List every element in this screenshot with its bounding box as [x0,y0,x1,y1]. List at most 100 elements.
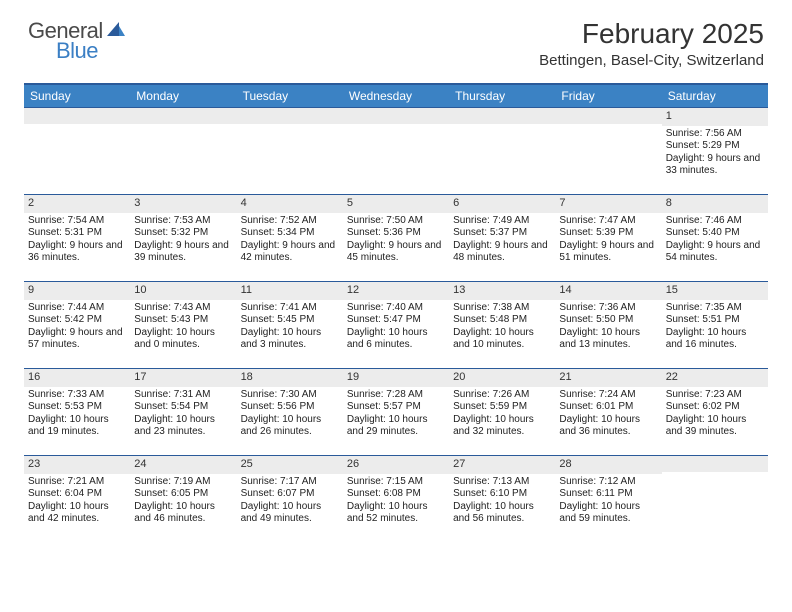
sunset-text: Sunset: 5:54 PM [134,401,232,414]
logo: General Blue [28,18,125,64]
day-cell [555,108,661,194]
day-body: Sunrise: 7:19 AMSunset: 6:05 PMDaylight:… [130,474,236,530]
sunset-text: Sunset: 5:48 PM [453,314,551,327]
sunset-text: Sunset: 5:59 PM [453,401,551,414]
sunset-text: Sunset: 5:47 PM [347,314,445,327]
day-cell: 17Sunrise: 7:31 AMSunset: 5:54 PMDayligh… [130,369,236,455]
day-number: 22 [662,369,768,387]
day-body [237,124,343,130]
daylight-text: Daylight: 9 hours and 45 minutes. [347,240,445,265]
day-body: Sunrise: 7:28 AMSunset: 5:57 PMDaylight:… [343,387,449,443]
sunrise-text: Sunrise: 7:44 AM [28,302,126,315]
sunrise-text: Sunrise: 7:23 AM [666,389,764,402]
daylight-text: Daylight: 10 hours and 23 minutes. [134,414,232,439]
sunset-text: Sunset: 6:04 PM [28,488,126,501]
day-cell [237,108,343,194]
sunset-text: Sunset: 5:39 PM [559,227,657,240]
day-body: Sunrise: 7:46 AMSunset: 5:40 PMDaylight:… [662,213,768,269]
week-row: 1Sunrise: 7:56 AMSunset: 5:29 PMDaylight… [24,107,768,194]
daylight-text: Daylight: 9 hours and 57 minutes. [28,327,126,352]
day-cell: 23Sunrise: 7:21 AMSunset: 6:04 PMDayligh… [24,456,130,542]
day-cell: 14Sunrise: 7:36 AMSunset: 5:50 PMDayligh… [555,282,661,368]
day-cell: 4Sunrise: 7:52 AMSunset: 5:34 PMDaylight… [237,195,343,281]
day-cell: 2Sunrise: 7:54 AMSunset: 5:31 PMDaylight… [24,195,130,281]
day-body: Sunrise: 7:52 AMSunset: 5:34 PMDaylight:… [237,213,343,269]
day-body: Sunrise: 7:47 AMSunset: 5:39 PMDaylight:… [555,213,661,269]
sunset-text: Sunset: 5:56 PM [241,401,339,414]
sunset-text: Sunset: 5:29 PM [666,140,764,153]
daylight-text: Daylight: 10 hours and 32 minutes. [453,414,551,439]
dow-monday: Monday [130,85,236,107]
day-body: Sunrise: 7:33 AMSunset: 5:53 PMDaylight:… [24,387,130,443]
day-number: 14 [555,282,661,300]
daylight-text: Daylight: 9 hours and 42 minutes. [241,240,339,265]
day-number: 1 [662,108,768,126]
day-number: 13 [449,282,555,300]
day-number: 19 [343,369,449,387]
daylight-text: Daylight: 9 hours and 54 minutes. [666,240,764,265]
day-cell: 22Sunrise: 7:23 AMSunset: 6:02 PMDayligh… [662,369,768,455]
day-cell: 5Sunrise: 7:50 AMSunset: 5:36 PMDaylight… [343,195,449,281]
day-cell: 19Sunrise: 7:28 AMSunset: 5:57 PMDayligh… [343,369,449,455]
location: Bettingen, Basel-City, Switzerland [539,52,764,69]
sunrise-text: Sunrise: 7:30 AM [241,389,339,402]
day-number: 4 [237,195,343,213]
day-cell: 9Sunrise: 7:44 AMSunset: 5:42 PMDaylight… [24,282,130,368]
day-cell: 13Sunrise: 7:38 AMSunset: 5:48 PMDayligh… [449,282,555,368]
day-number: 10 [130,282,236,300]
day-cell: 20Sunrise: 7:26 AMSunset: 5:59 PMDayligh… [449,369,555,455]
sunset-text: Sunset: 5:45 PM [241,314,339,327]
sunset-text: Sunset: 6:11 PM [559,488,657,501]
week-row: 9Sunrise: 7:44 AMSunset: 5:42 PMDaylight… [24,281,768,368]
day-cell [343,108,449,194]
daylight-text: Daylight: 10 hours and 36 minutes. [559,414,657,439]
sunset-text: Sunset: 5:37 PM [453,227,551,240]
day-number: 17 [130,369,236,387]
daylight-text: Daylight: 9 hours and 51 minutes. [559,240,657,265]
sunrise-text: Sunrise: 7:24 AM [559,389,657,402]
sunset-text: Sunset: 5:57 PM [347,401,445,414]
day-number: 24 [130,456,236,474]
daylight-text: Daylight: 10 hours and 3 minutes. [241,327,339,352]
day-number [449,108,555,124]
daylight-text: Daylight: 10 hours and 29 minutes. [347,414,445,439]
day-number: 15 [662,282,768,300]
daylight-text: Daylight: 10 hours and 13 minutes. [559,327,657,352]
day-cell: 26Sunrise: 7:15 AMSunset: 6:08 PMDayligh… [343,456,449,542]
logo-sail-icon [105,20,125,38]
sunset-text: Sunset: 6:10 PM [453,488,551,501]
day-body: Sunrise: 7:50 AMSunset: 5:36 PMDaylight:… [343,213,449,269]
week-row: 23Sunrise: 7:21 AMSunset: 6:04 PMDayligh… [24,455,768,542]
day-body: Sunrise: 7:31 AMSunset: 5:54 PMDaylight:… [130,387,236,443]
daylight-text: Daylight: 10 hours and 46 minutes. [134,501,232,526]
day-number: 11 [237,282,343,300]
day-body [555,124,661,130]
day-number: 27 [449,456,555,474]
sunrise-text: Sunrise: 7:35 AM [666,302,764,315]
day-body [130,124,236,130]
day-body [662,472,768,478]
day-body: Sunrise: 7:24 AMSunset: 6:01 PMDaylight:… [555,387,661,443]
day-number: 7 [555,195,661,213]
day-body: Sunrise: 7:12 AMSunset: 6:11 PMDaylight:… [555,474,661,530]
day-number [237,108,343,124]
day-body: Sunrise: 7:56 AMSunset: 5:29 PMDaylight:… [662,126,768,182]
day-cell: 24Sunrise: 7:19 AMSunset: 6:05 PMDayligh… [130,456,236,542]
logo-text: General Blue [28,18,125,64]
sunrise-text: Sunrise: 7:26 AM [453,389,551,402]
day-body: Sunrise: 7:35 AMSunset: 5:51 PMDaylight:… [662,300,768,356]
day-body: Sunrise: 7:21 AMSunset: 6:04 PMDaylight:… [24,474,130,530]
day-number: 18 [237,369,343,387]
day-body: Sunrise: 7:53 AMSunset: 5:32 PMDaylight:… [130,213,236,269]
dow-thursday: Thursday [449,85,555,107]
sunset-text: Sunset: 5:32 PM [134,227,232,240]
day-body: Sunrise: 7:38 AMSunset: 5:48 PMDaylight:… [449,300,555,356]
header: General Blue February 2025 Bettingen, Ba… [0,0,792,75]
sunset-text: Sunset: 6:01 PM [559,401,657,414]
day-cell: 16Sunrise: 7:33 AMSunset: 5:53 PMDayligh… [24,369,130,455]
day-number: 6 [449,195,555,213]
week-row: 2Sunrise: 7:54 AMSunset: 5:31 PMDaylight… [24,194,768,281]
day-cell: 1Sunrise: 7:56 AMSunset: 5:29 PMDaylight… [662,108,768,194]
week-row: 16Sunrise: 7:33 AMSunset: 5:53 PMDayligh… [24,368,768,455]
day-cell: 21Sunrise: 7:24 AMSunset: 6:01 PMDayligh… [555,369,661,455]
